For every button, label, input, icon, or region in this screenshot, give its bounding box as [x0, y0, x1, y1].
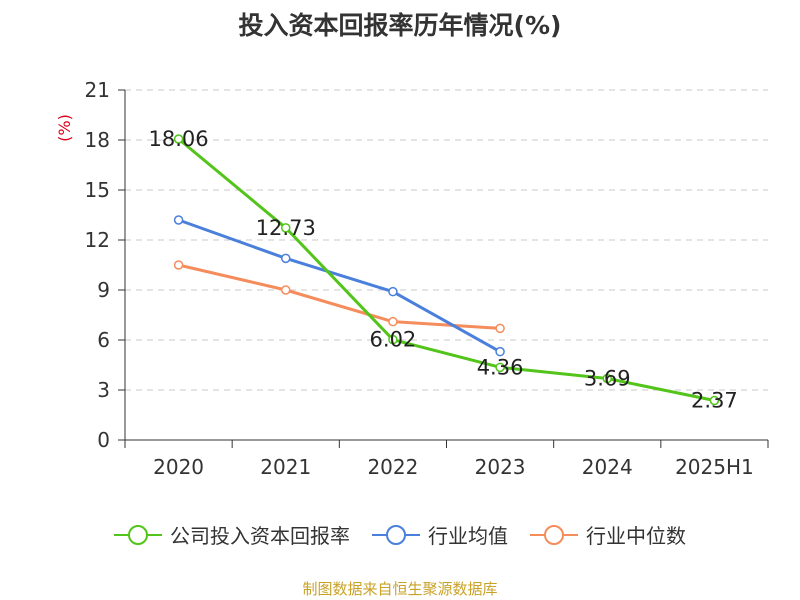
- data-point: [709, 395, 720, 406]
- data-point: [173, 260, 184, 270]
- legend: 公司投入资本回报率 行业均值 行业中位数: [0, 520, 800, 549]
- data-point: [388, 286, 398, 297]
- data-point: [281, 253, 291, 264]
- y-tick-label: 3: [97, 378, 110, 402]
- chart-title: 投入资本回报率历年情况(%): [238, 11, 562, 40]
- series-line: [178, 263, 501, 330]
- y-tick-label: 9: [97, 278, 110, 302]
- series-line: [178, 218, 501, 353]
- data-point: [173, 134, 184, 144]
- y-tick-label: 15: [85, 178, 110, 202]
- y-tick-label: 0: [97, 428, 110, 452]
- legend-marker-industry-median: [530, 524, 578, 545]
- data-point: [495, 362, 505, 373]
- data-point: [388, 334, 398, 345]
- data-point: [495, 346, 505, 357]
- legend-item-industry-mean[interactable]: 行业均值: [372, 520, 508, 549]
- x-tick-label: 2023: [475, 455, 526, 479]
- x-tick-label: 2024: [582, 455, 633, 479]
- data-point: [173, 215, 184, 225]
- data-point: [281, 285, 291, 295]
- y-axis-label: (%): [55, 114, 74, 142]
- data-point: [388, 316, 398, 327]
- x-tick-label: 2022: [367, 455, 418, 479]
- y-tick-label: 12: [85, 228, 110, 252]
- y-tick-label: 18: [85, 128, 110, 152]
- data-label: 12.73: [256, 216, 316, 240]
- legend-marker-industry-mean: [372, 524, 420, 545]
- data-label: 3.69: [584, 367, 631, 391]
- y-tick-label: 6: [97, 328, 110, 352]
- data-point: [495, 323, 505, 334]
- x-tick-label: 2020: [153, 455, 204, 479]
- x-tick-label: 2025H1: [675, 455, 754, 479]
- data-point: [602, 373, 612, 384]
- legend-item-industry-median[interactable]: 行业中位数: [530, 520, 686, 549]
- legend-label-industry-median: 行业中位数: [586, 524, 686, 548]
- y-tick-label: 21: [85, 78, 110, 102]
- series-line: [177, 137, 715, 402]
- x-tick-label: 2021: [260, 455, 311, 479]
- data-label: 4.36: [477, 355, 524, 379]
- data-label: 2.37: [691, 389, 738, 413]
- legend-label-industry-mean: 行业均值: [428, 524, 508, 548]
- legend-label-company: 公司投入资本回报率: [170, 524, 350, 548]
- data-label: 6.02: [370, 328, 417, 352]
- legend-marker-company: [114, 524, 162, 545]
- data-point: [281, 223, 291, 233]
- legend-item-company[interactable]: 公司投入资本回报率: [114, 520, 350, 549]
- data-source-note: 制图数据来自恒生聚源数据库: [302, 580, 498, 598]
- data-label: 18.06: [149, 127, 209, 151]
